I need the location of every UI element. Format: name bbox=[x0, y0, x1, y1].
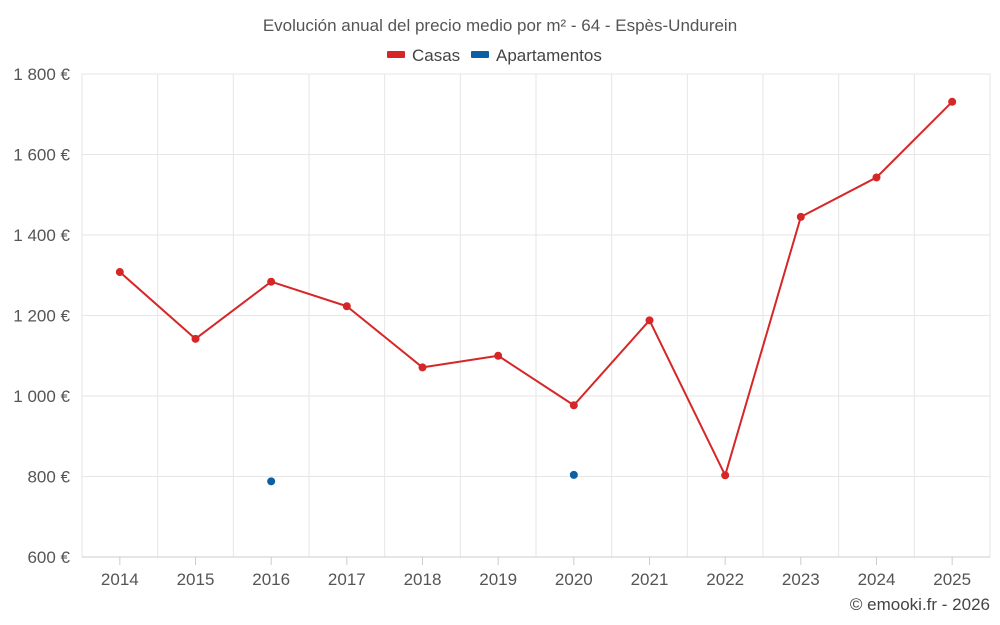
data-point-casas[interactable] bbox=[569, 401, 578, 410]
legend-item-apartamentos[interactable]: Apartamentos bbox=[471, 46, 602, 65]
x-tick-label: 2014 bbox=[101, 570, 139, 589]
x-tick-label: 2018 bbox=[404, 570, 442, 589]
series-line-casas bbox=[119, 101, 953, 477]
grid bbox=[81, 73, 991, 558]
data-point-casas[interactable] bbox=[418, 363, 427, 372]
data-point-casas[interactable] bbox=[267, 277, 276, 286]
y-tick-label: 1 000 € bbox=[13, 387, 70, 406]
legend: Casas Apartamentos bbox=[387, 46, 602, 65]
legend-label-apartamentos: Apartamentos bbox=[496, 46, 602, 65]
y-tick-label: 1 200 € bbox=[13, 307, 70, 326]
y-tick-label: 1 800 € bbox=[13, 65, 70, 84]
x-tick-label: 2015 bbox=[177, 570, 215, 589]
chart-title: Evolución anual del precio medio por m² … bbox=[263, 16, 737, 35]
x-tick-label: 2019 bbox=[479, 570, 517, 589]
y-tick-label: 600 € bbox=[27, 548, 70, 567]
data-point-casas[interactable] bbox=[948, 97, 957, 106]
data-point-casas[interactable] bbox=[721, 471, 730, 480]
x-tick-label: 2024 bbox=[858, 570, 896, 589]
data-point-casas[interactable] bbox=[115, 268, 124, 277]
data-point-casas[interactable] bbox=[342, 302, 351, 311]
x-tick-label: 2025 bbox=[933, 570, 971, 589]
data-point-casas[interactable] bbox=[796, 212, 805, 221]
x-tick-label: 2023 bbox=[782, 570, 820, 589]
x-tick-label: 2020 bbox=[555, 570, 593, 589]
data-point-casas[interactable] bbox=[645, 316, 654, 325]
y-tick-label: 1 400 € bbox=[13, 226, 70, 245]
legend-item-casas[interactable]: Casas bbox=[387, 46, 460, 65]
series-layer bbox=[115, 97, 957, 486]
data-point-casas[interactable] bbox=[872, 173, 881, 182]
x-tick-label: 2016 bbox=[252, 570, 290, 589]
y-tick-label: 800 € bbox=[27, 468, 70, 487]
axes: 600 € 800 € 1 000 € 1 200 € 1 400 € 1 600 € 1 … bbox=[13, 65, 990, 589]
data-point-apartamentos[interactable] bbox=[267, 477, 276, 486]
data-point-casas[interactable] bbox=[494, 351, 503, 360]
y-tick-label: 1 600 € bbox=[13, 146, 70, 165]
credit-text: © emooki.fr - 2026 bbox=[850, 595, 990, 614]
legend-swatch-apartamentos bbox=[471, 51, 489, 58]
x-tick-label: 2022 bbox=[706, 570, 744, 589]
x-tick-label: 2021 bbox=[631, 570, 669, 589]
x-tick-label: 2017 bbox=[328, 570, 366, 589]
legend-label-casas: Casas bbox=[412, 46, 460, 65]
legend-swatch-casas bbox=[387, 51, 405, 58]
data-point-casas[interactable] bbox=[191, 334, 200, 343]
data-point-apartamentos[interactable] bbox=[569, 470, 578, 479]
